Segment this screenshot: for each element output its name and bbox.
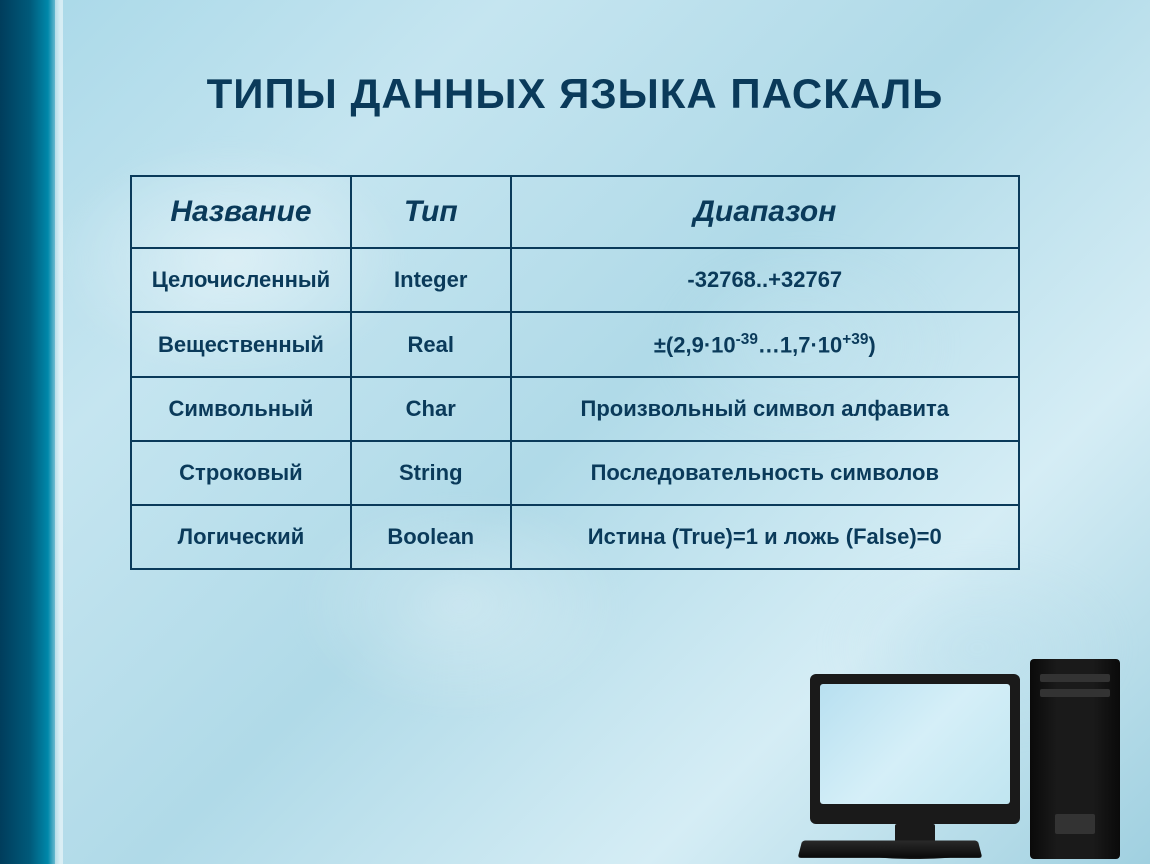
table-header-row: Название Тип Диапазон bbox=[131, 176, 1019, 248]
cell-type: Integer bbox=[351, 248, 511, 312]
cell-type: Real bbox=[351, 312, 511, 377]
column-header-range: Диапазон bbox=[511, 176, 1019, 248]
data-types-table: Название Тип Диапазон Целочисленный Inte… bbox=[130, 175, 1020, 570]
keyboard-icon bbox=[798, 841, 983, 858]
monitor-icon bbox=[810, 674, 1020, 824]
tower-port bbox=[1055, 814, 1095, 834]
table-row: Целочисленный Integer -32768..+32767 bbox=[131, 248, 1019, 312]
slide-title: ТИПЫ ДАННЫХ ЯЗЫКА ПАСКАЛЬ bbox=[0, 70, 1150, 118]
column-header-name: Название bbox=[131, 176, 351, 248]
left-sidebar-accent bbox=[0, 0, 60, 864]
column-header-type: Тип bbox=[351, 176, 511, 248]
cell-name: Логический bbox=[131, 505, 351, 569]
cell-range: Произвольный символ алфавита bbox=[511, 377, 1019, 441]
cell-name: Строковый bbox=[131, 441, 351, 505]
table-row: Строковый String Последовательность симв… bbox=[131, 441, 1019, 505]
cell-range: Истина (True)=1 и ложь (False)=0 bbox=[511, 505, 1019, 569]
cell-type: Boolean bbox=[351, 505, 511, 569]
cell-type: String bbox=[351, 441, 511, 505]
table-row: Символьный Char Произвольный символ алфа… bbox=[131, 377, 1019, 441]
data-types-table-container: Название Тип Диапазон Целочисленный Inte… bbox=[130, 175, 1020, 570]
pc-tower-icon bbox=[1030, 659, 1120, 859]
tower-drive-slot bbox=[1040, 674, 1110, 682]
cell-type: Char bbox=[351, 377, 511, 441]
cell-name: Целочисленный bbox=[131, 248, 351, 312]
cell-range: ±(2,9·10-39…1,7·10+39) bbox=[511, 312, 1019, 377]
cell-name: Символьный bbox=[131, 377, 351, 441]
table-row: Логический Boolean Истина (True)=1 и лож… bbox=[131, 505, 1019, 569]
cell-range: Последовательность символов bbox=[511, 441, 1019, 505]
tower-drive-slot bbox=[1040, 689, 1110, 697]
cell-name: Вещественный bbox=[131, 312, 351, 377]
computer-illustration bbox=[750, 644, 1130, 864]
cell-range: -32768..+32767 bbox=[511, 248, 1019, 312]
table-row: Вещественный Real ±(2,9·10-39…1,7·10+39) bbox=[131, 312, 1019, 377]
table-body: Целочисленный Integer -32768..+32767 Вещ… bbox=[131, 248, 1019, 569]
monitor-screen bbox=[820, 684, 1010, 804]
